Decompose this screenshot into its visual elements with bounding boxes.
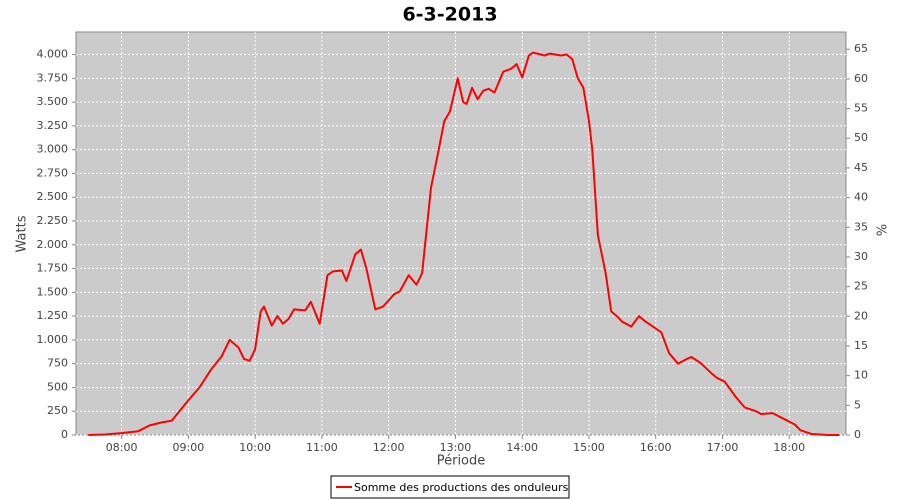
x-tick-label: 09:00 (173, 441, 205, 454)
y-tick-label: 1.000 (37, 333, 69, 346)
y2-tick-label: 30 (854, 250, 868, 263)
x-tick-label: 14:00 (506, 441, 538, 454)
y2-tick-label: 45 (854, 161, 868, 174)
y-tick-label: 3.000 (37, 143, 69, 156)
y-tick-label: 2.750 (37, 166, 69, 179)
y-tick-label: 750 (47, 357, 68, 370)
x-tick-label: 08:00 (106, 441, 138, 454)
y2-tick-label: 60 (854, 72, 868, 85)
x-tick-label: 13:00 (440, 441, 472, 454)
chart-title: 6-3-2013 (402, 4, 497, 26)
y-tick-label: 4.000 (37, 48, 69, 61)
y2-tick-label: 35 (854, 220, 868, 233)
x-axis-label: Période (437, 454, 486, 469)
y-tick-label: 1.500 (37, 285, 69, 298)
y2-tick-label: 5 (854, 398, 861, 411)
y2-tick-label: 55 (854, 102, 868, 115)
x-tick-label: 10:00 (239, 441, 271, 454)
y-tick-label: 250 (47, 404, 68, 417)
x-tick-label: 12:00 (373, 441, 405, 454)
y2-tick-label: 40 (854, 191, 868, 204)
y-tick-label: 1.250 (37, 309, 69, 322)
y2-tick-label: 50 (854, 131, 868, 144)
x-tick-label: 16:00 (640, 441, 672, 454)
y-tick-label: 3.750 (37, 71, 69, 84)
y2-tick-label: 0 (854, 428, 861, 441)
x-tick-label: 15:00 (573, 441, 605, 454)
series-line (88, 51, 840, 436)
y2-tick-label: 10 (854, 369, 868, 382)
y-tick-label: 2.000 (37, 238, 69, 251)
y-tick-label: 1.750 (37, 262, 69, 275)
x-tick-label: 18:00 (773, 441, 805, 454)
x-tick-label: 17:00 (707, 441, 739, 454)
y-tick-label: 500 (47, 380, 68, 393)
y-axis-label: Watts (15, 215, 30, 252)
y2-axis-label: % (873, 224, 888, 236)
legend (330, 475, 570, 499)
y2-tick-label: 20 (854, 309, 868, 322)
y-tick-label: 2.250 (37, 214, 69, 227)
y-tick-label: 3.250 (37, 119, 69, 132)
y-tick-label: 2.500 (37, 190, 69, 203)
y2-tick-label: 25 (854, 280, 868, 293)
plot-area (75, 31, 847, 436)
y2-tick-label: 65 (854, 42, 868, 55)
y-tick-label: 0 (61, 428, 68, 441)
y2-tick-label: 15 (854, 339, 868, 352)
x-tick-label: 11:00 (306, 441, 338, 454)
legend-label: Somme des productions des onduleurs (354, 481, 569, 494)
y-tick-label: 3.500 (37, 95, 69, 108)
